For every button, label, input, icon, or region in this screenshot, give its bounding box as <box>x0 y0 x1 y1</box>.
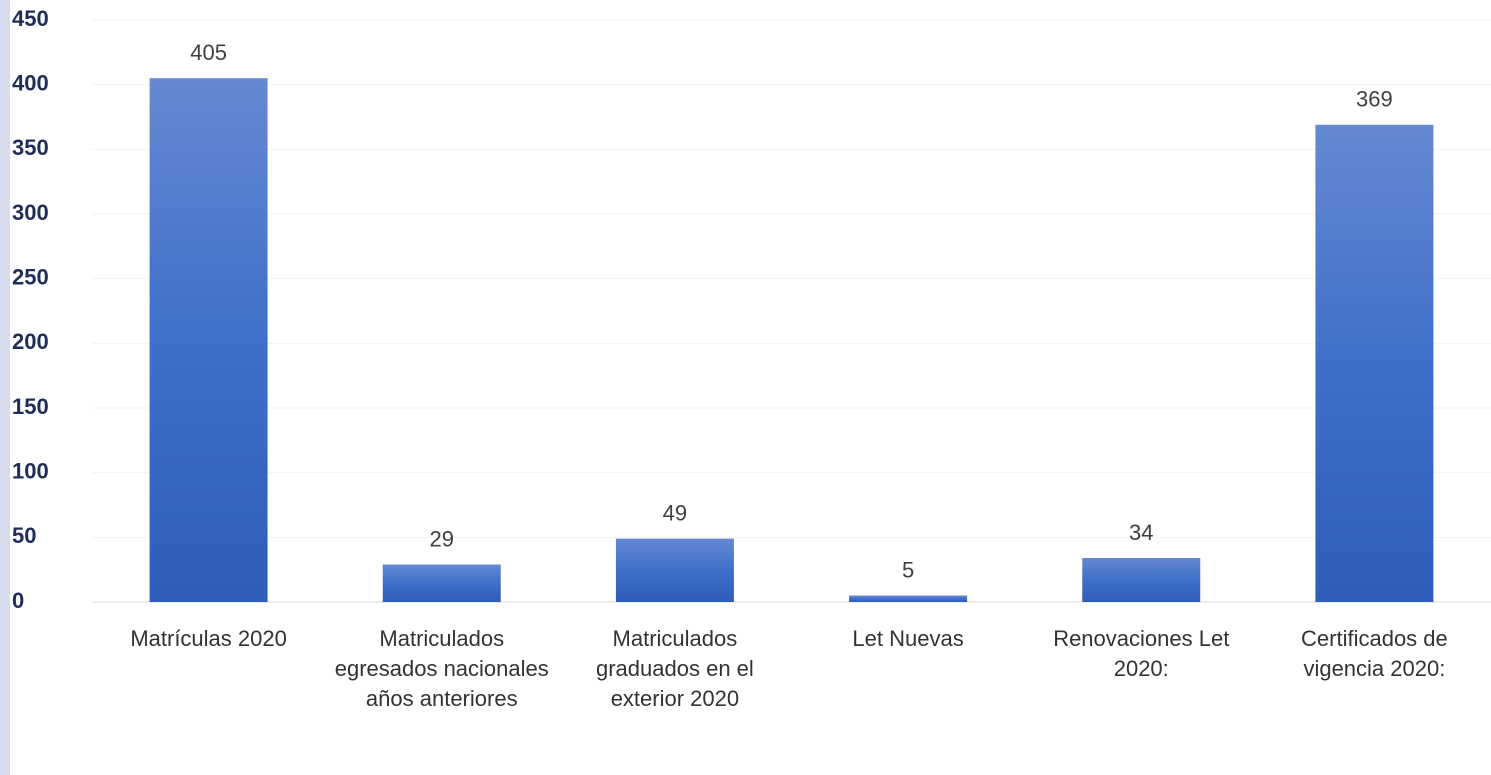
x-tick-label: Renovaciones Let 2020: <box>1053 626 1230 681</box>
y-tick-label: 0 <box>12 588 24 613</box>
x-tick-label: Matriculados egresados nacionales años a… <box>334 626 549 711</box>
bar <box>382 564 501 602</box>
y-tick-label: 300 <box>12 200 49 225</box>
x-tick-label: Let Nuevas <box>852 626 964 651</box>
y-tick-label: 350 <box>12 135 49 160</box>
data-label: 369 <box>1356 87 1393 112</box>
bar <box>149 78 268 602</box>
y-tick-label: 150 <box>12 394 49 419</box>
data-label: 29 <box>430 526 454 551</box>
y-tick-label: 100 <box>12 458 49 483</box>
data-label: 405 <box>190 40 227 65</box>
data-label: 5 <box>902 557 914 582</box>
y-tick-label: 200 <box>12 329 49 354</box>
data-label: 34 <box>1129 520 1153 545</box>
bar <box>615 538 734 602</box>
y-tick-label: 400 <box>12 70 49 95</box>
x-tick-label: Certificados de vigencia 2020: <box>1301 626 1448 681</box>
x-tick-label: Matriculados graduados en el exterior 20… <box>596 626 754 711</box>
x-tick-label: Matrículas 2020 <box>130 626 287 651</box>
data-label: 49 <box>663 500 687 525</box>
y-tick-label: 450 <box>12 6 49 31</box>
y-tick-label: 250 <box>12 264 49 289</box>
y-tick-label: 50 <box>12 523 36 548</box>
bar <box>1082 558 1201 602</box>
bar <box>1315 124 1434 602</box>
side-strip <box>0 0 10 775</box>
bar <box>849 595 968 602</box>
